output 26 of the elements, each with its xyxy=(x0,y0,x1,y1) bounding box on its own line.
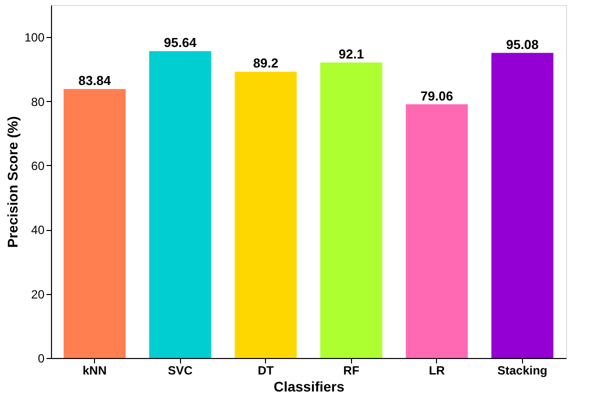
x-tick-label: Stacking xyxy=(497,364,548,378)
data-label: 95.64 xyxy=(164,35,198,50)
x-tick-label: kNN xyxy=(82,364,107,378)
data-label: 95.08 xyxy=(506,36,539,52)
x-tick-label: SVC xyxy=(168,364,193,378)
bar xyxy=(149,51,212,358)
y-tick-label: 20 xyxy=(31,287,45,302)
y-tick-label: 80 xyxy=(31,94,45,109)
y-tick-label: 60 xyxy=(31,158,45,173)
bar xyxy=(491,52,554,358)
x-tick-label: LR xyxy=(428,364,446,378)
y-tick-label: 0 xyxy=(38,352,45,366)
bar xyxy=(64,88,126,358)
y-tick-label: 100 xyxy=(24,30,45,45)
data-label: 89.2 xyxy=(253,56,278,71)
data-label: 83.84 xyxy=(78,72,112,88)
bar xyxy=(320,62,382,358)
data-label: 79.06 xyxy=(420,88,454,104)
data-label: 92.1 xyxy=(338,46,364,62)
bar xyxy=(234,72,297,358)
x-axis-title: Classifiers xyxy=(274,378,345,394)
y-axis-title: Precision Score (%) xyxy=(4,116,20,248)
x-tick-label: DT xyxy=(258,364,274,378)
y-tick-label: 40 xyxy=(31,223,45,238)
x-tick-label: RF xyxy=(343,364,360,378)
bar xyxy=(406,104,468,358)
